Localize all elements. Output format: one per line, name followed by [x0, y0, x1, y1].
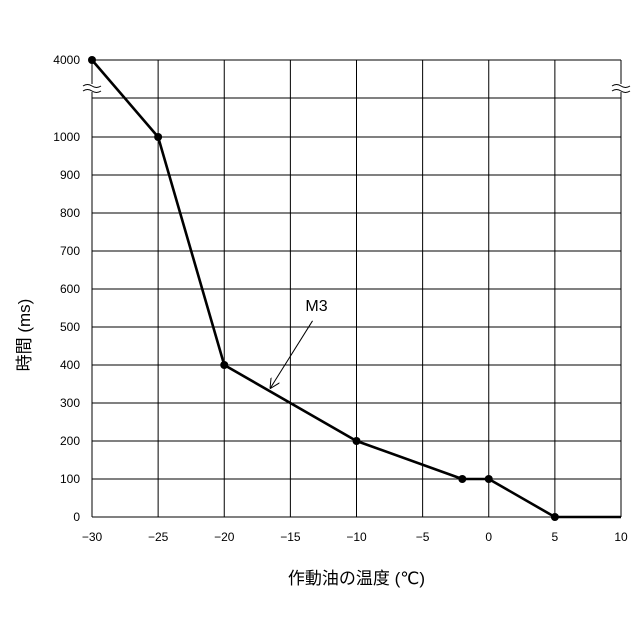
x-axis-title: 作動油の温度 (℃) — [288, 569, 425, 588]
data-point — [551, 513, 559, 521]
x-tick-label: 10 — [614, 530, 628, 544]
data-point — [353, 437, 361, 445]
y-tick-label: 0 — [73, 510, 80, 524]
y-tick-label: 300 — [60, 396, 80, 410]
y-tick-label: 700 — [60, 244, 80, 258]
y-tick-label: 100 — [60, 472, 80, 486]
tick-labels: −30−25−20−15−10−505100100200300400500600… — [53, 53, 628, 544]
data-point — [154, 133, 162, 141]
y-tick-label: 400 — [60, 358, 80, 372]
x-tick-label: −25 — [148, 530, 169, 544]
y-tick-label: 1000 — [53, 130, 80, 144]
x-tick-label: −15 — [280, 530, 301, 544]
y-axis-title: 時間 (ms) — [15, 299, 34, 372]
x-tick-label: −30 — [82, 530, 103, 544]
annotations: M3 — [271, 298, 328, 388]
y-tick-label: 500 — [60, 320, 80, 334]
x-tick-label: 5 — [552, 530, 559, 544]
data-point — [458, 475, 466, 483]
x-tick-label: 0 — [485, 530, 492, 544]
grid — [92, 60, 621, 517]
axis-break-right — [612, 84, 630, 93]
y-tick-label: 200 — [60, 434, 80, 448]
y-tick-label: 800 — [60, 206, 80, 220]
y-tick-label: 900 — [60, 168, 80, 182]
y-tick-label-break: 4000 — [53, 53, 80, 67]
annotation-label: M3 — [305, 298, 327, 315]
x-tick-label: −5 — [416, 530, 430, 544]
x-tick-label: −20 — [214, 530, 235, 544]
data-point — [88, 56, 96, 64]
y-tick-label: 600 — [60, 282, 80, 296]
axis-break-left — [83, 84, 101, 93]
data-point — [220, 361, 228, 369]
annotation-arrow — [271, 321, 313, 388]
x-tick-label: −10 — [346, 530, 367, 544]
data-point — [485, 475, 493, 483]
